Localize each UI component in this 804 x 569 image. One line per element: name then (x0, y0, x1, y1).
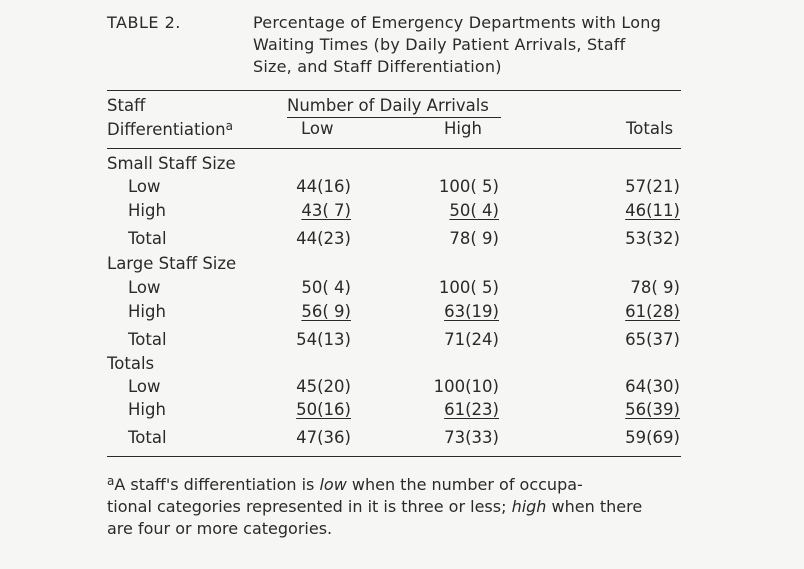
row-label: Low (128, 177, 161, 196)
table-label: TABLE 2. (107, 13, 181, 32)
cell-high: 100(10) (433, 377, 499, 396)
table-row-total: Total 44(23) 78( 9) 53(32) (0, 229, 804, 253)
cell-high: 63(19) (444, 302, 499, 321)
cell-high: 71(24) (444, 330, 499, 349)
table-row: Low 50( 4) 100( 5) 78( 9) (0, 278, 804, 302)
section-title: Totals (107, 354, 155, 373)
footnote: aA staff's differentiation is low when t… (107, 470, 642, 540)
cell-low: 50( 4) (301, 278, 351, 297)
cell-low: 44(16) (296, 177, 351, 196)
cell-low: 50(16) (296, 400, 351, 419)
row-label: Total (128, 330, 167, 349)
row-label: Total (128, 428, 167, 447)
table-row-total: Total 47(36) 73(33) 59(69) (0, 428, 804, 452)
cell-low: 56( 9) (301, 302, 351, 321)
cell-total: 46(11) (625, 201, 680, 220)
table-title-line-2: Waiting Times (by Daily Patient Arrivals… (253, 35, 626, 54)
table-title-line-3: Size, and Staff Differentiation) (253, 57, 502, 76)
stub-header-line-2: Differentiationa (107, 119, 233, 139)
cell-total: 56(39) (625, 400, 680, 419)
section-title: Small Staff Size (107, 154, 236, 173)
footnote-mark: a (107, 474, 115, 488)
cell-high: 73(33) (444, 428, 499, 447)
cell-total: 65(37) (625, 330, 680, 349)
table-row: Low 44(16) 100( 5) 57(21) (0, 177, 804, 201)
column-group-header: Number of Daily Arrivals (287, 96, 489, 115)
row-label: Low (128, 278, 161, 297)
cell-high: 50( 4) (449, 201, 499, 220)
cell-low: 45(20) (296, 377, 351, 396)
stub-footnote-mark: a (225, 119, 233, 133)
table-row: High 43( 7) 50( 4) 46(11) (0, 201, 804, 225)
cell-high: 100( 5) (438, 278, 499, 297)
cell-low: 54(13) (296, 330, 351, 349)
footnote-line-1: aA staff's differentiation is low when t… (107, 474, 583, 494)
cell-low: 44(23) (296, 229, 351, 248)
table-row-total: Total 54(13) 71(24) 65(37) (0, 330, 804, 354)
section-title-row: Totals (0, 354, 804, 378)
cell-low: 47(36) (296, 428, 351, 447)
row-label: High (128, 201, 166, 220)
section-title-row: Small Staff Size (0, 154, 804, 178)
section-title: Large Staff Size (107, 254, 237, 273)
row-label: Total (128, 229, 167, 248)
cell-low: 43( 7) (301, 201, 351, 220)
cell-total: 61(28) (625, 302, 680, 321)
footnote-line-2: tional categories represented in it is t… (107, 497, 643, 516)
row-label: High (128, 302, 166, 321)
column-header-high: High (444, 119, 482, 138)
cell-high: 61(23) (444, 400, 499, 419)
row-label: High (128, 400, 166, 419)
table-row: High 50(16) 61(23) 56(39) (0, 400, 804, 424)
row-label: Low (128, 377, 161, 396)
cell-total: 78( 9) (630, 278, 680, 297)
stub-header-line-1: Staff (107, 96, 146, 115)
table-title-line-1: Percentage of Emergency Departments with… (253, 13, 661, 32)
top-rule (107, 90, 681, 91)
section-title-row: Large Staff Size (0, 254, 804, 278)
footnote-line-3: are four or more categories. (107, 519, 333, 538)
group-header-rule (287, 117, 501, 118)
column-header-low: Low (301, 119, 334, 138)
table-row: Low 45(20) 100(10) 64(30) (0, 377, 804, 401)
table-row: High 56( 9) 63(19) 61(28) (0, 302, 804, 326)
cell-total: 53(32) (625, 229, 680, 248)
cell-total: 59(69) (625, 428, 680, 447)
cell-total: 57(21) (625, 177, 680, 196)
bottom-rule (107, 456, 681, 457)
cell-total: 64(30) (625, 377, 680, 396)
cell-high: 100( 5) (438, 177, 499, 196)
header-rule (107, 148, 681, 149)
column-header-totals: Totals (626, 119, 674, 138)
cell-high: 78( 9) (449, 229, 499, 248)
